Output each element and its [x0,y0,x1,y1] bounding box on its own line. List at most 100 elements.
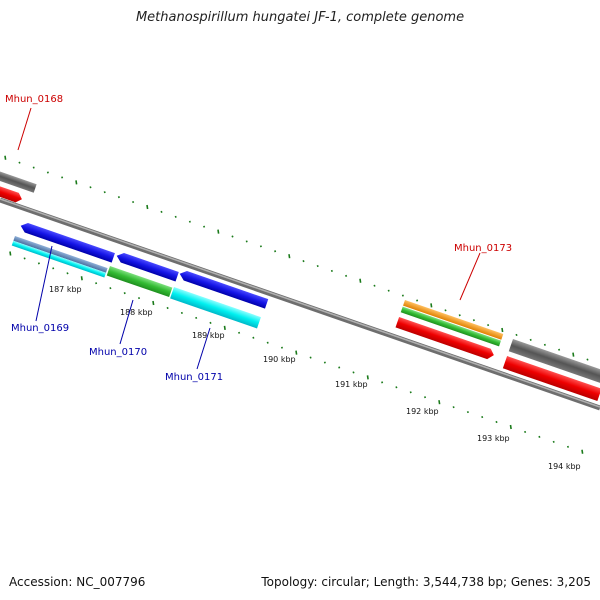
tick [180,311,183,315]
tick [416,299,419,302]
tick [581,449,584,454]
tick [203,225,206,228]
tick [209,321,212,324]
tick [586,358,589,361]
tick [46,171,49,174]
tick [409,391,412,394]
tick [37,262,40,265]
scale-label: 191 kbp [335,380,368,389]
tick [472,319,475,322]
label-leaders [17,107,481,370]
tick [543,343,546,346]
tick [160,210,163,213]
gene-blue-3 [179,271,269,309]
tick [438,400,441,405]
gene-gray-0168 [0,165,37,193]
tick [245,240,248,243]
tick [9,251,12,256]
tick [80,276,83,281]
tick [487,324,490,327]
tick [444,309,447,312]
tick [323,361,326,364]
tick [572,352,575,357]
tick [509,424,512,430]
tick [529,338,532,341]
tick [423,396,427,399]
tick [174,215,177,218]
tick [401,294,404,297]
scale-label: 188 kbp [120,308,153,317]
scale-labels: 187 kbp 188 kbp 189 kbp 190 kbp 191 kbp … [49,285,581,471]
gene-cyan-0169 [11,240,106,278]
tick [359,278,362,283]
gene-blue-1 [20,223,115,263]
gene-green-0170 [106,266,173,298]
tick [95,282,98,285]
tick [452,406,455,409]
gene-label-mhun-0171[interactable]: Mhun_0171 [165,372,223,383]
tick [123,292,126,295]
tick [352,371,355,374]
scale-label: 190 kbp [263,355,296,364]
gene-green-0173 [400,306,501,347]
tick [345,274,348,277]
tick [515,333,518,337]
gene-blue-2 [116,253,179,282]
tick [23,257,26,260]
gene-steel-0169 [13,236,108,273]
map-title: Methanospirillum hungatei JF-1, complete… [135,10,465,25]
gene-gray-right [508,339,600,385]
tick [330,269,333,273]
tick [52,267,55,270]
tick [137,297,141,300]
scale-label: 189 kbp [192,331,225,340]
scale-label: 194 kbp [548,462,581,471]
tick [566,445,570,448]
tick [195,316,198,319]
tick [309,356,312,359]
tick [166,306,169,310]
tick [481,415,484,419]
tick [89,186,92,189]
tick [252,336,255,339]
tick [32,166,35,169]
tick [188,220,191,223]
scale-label: 193 kbp [477,434,510,443]
tick [458,314,461,317]
scale-label: 187 kbp [49,285,82,294]
tick [117,196,120,199]
tick [373,284,376,287]
tick [61,176,64,179]
tick [217,229,220,234]
tick [266,341,269,344]
tick [132,200,135,204]
tick [238,331,241,334]
tick [223,325,226,330]
accession-text: Accession: NC_007796 [9,575,146,589]
tick [501,327,504,333]
scale-label: 192 kbp [406,407,439,416]
tick [288,254,291,259]
gene-red-0168 [0,179,22,203]
gene-label-mhun-0169[interactable]: Mhun_0169 [11,323,69,334]
tick [75,180,78,185]
tick [4,155,7,160]
tick [381,381,384,384]
tick [558,348,561,351]
tick [338,366,341,369]
tick [538,435,541,438]
tick [295,350,298,355]
gene-label-mhun-0168[interactable]: Mhun_0168 [5,94,63,105]
scale-ticks [9,251,584,454]
tick [274,250,277,253]
gene-label-mhun-0173[interactable]: Mhun_0173 [454,243,512,254]
tick [395,386,398,389]
tick [231,235,234,238]
tick [302,260,305,263]
genome-backbone [0,197,600,411]
upper-ticks [4,155,589,361]
tick [524,430,527,434]
gene-red-0173 [395,317,494,360]
gene-label-mhun-0170[interactable]: Mhun_0170 [89,347,147,358]
